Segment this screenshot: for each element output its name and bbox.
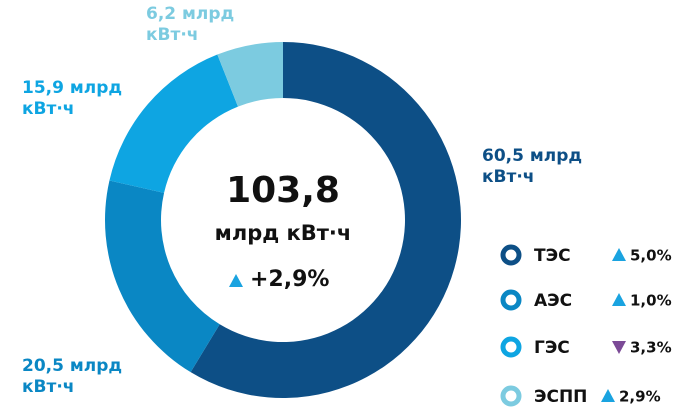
data-label: 60,5 млрд кВт·ч [482,146,583,187]
legend-change: 1,0% [630,292,672,310]
legend-marker [500,289,522,311]
legend-label: ГЭС [534,338,570,358]
legend-label: АЭС [534,291,572,311]
legend-change-arrow [612,293,626,306]
center-unit: млрд кВт·ч [215,221,352,245]
legend-change-arrow [612,341,626,354]
legend-change: 5,0% [630,247,672,265]
donut-segment [190,42,461,398]
center-value: 103,8 [226,170,340,211]
center-change-arrow [229,274,243,287]
legend-change: 2,9% [619,388,661,406]
legend-change-arrow [601,389,615,402]
donut-segment [217,42,283,107]
donut-segment [109,54,238,193]
donut-segment [104,180,220,373]
legend-label: ТЭС [534,246,571,266]
legend-label: ЭСПП [534,387,587,407]
data-label: 20,5 млрд кВт·ч [22,356,123,397]
data-label: 6,2 млрд кВт·ч [146,4,235,45]
legend-change-arrow [612,248,626,261]
legend-marker [500,385,522,407]
legend-marker [500,336,522,358]
legend-change: 3,3% [630,339,672,357]
legend-marker [500,244,522,266]
center-change: +2,9% [250,267,329,292]
data-label: 15,9 млрд кВт·ч [22,78,123,119]
